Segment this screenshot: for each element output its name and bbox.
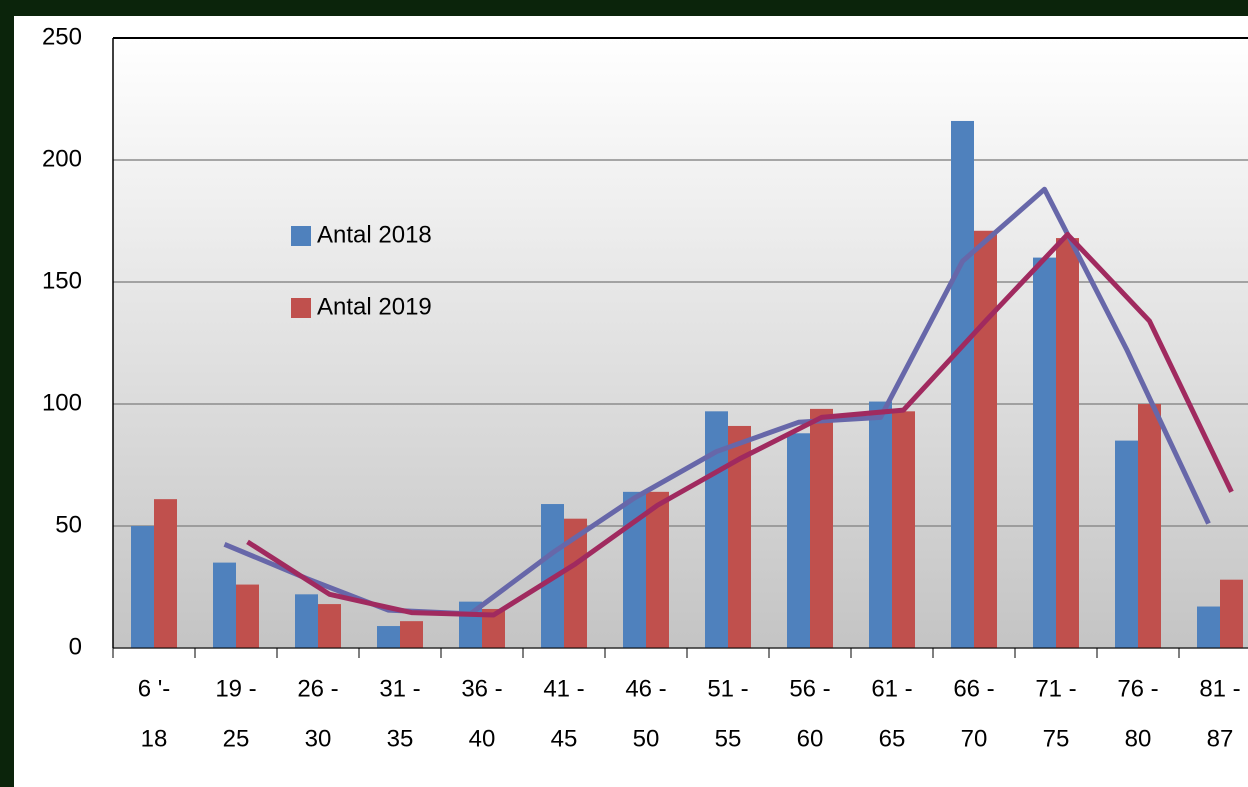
bar: [236, 584, 259, 648]
bar: [154, 499, 177, 648]
x-tick-label: 56 -: [789, 675, 830, 702]
trend-line: [223, 186, 1211, 617]
bar: [295, 594, 318, 648]
x-tick-label: 70: [961, 725, 988, 752]
x-tick-label: 71 -: [1035, 675, 1076, 702]
x-tick-label: 30: [305, 725, 332, 752]
x-tick-label: 50: [633, 725, 660, 752]
x-tick-label: 6 '-: [138, 675, 171, 702]
legend-label: Antal 2019: [317, 293, 432, 320]
bar: [623, 491, 646, 648]
bar: [564, 518, 587, 648]
frame-top: [0, 0, 1248, 16]
y-tick-label: 100: [42, 389, 82, 416]
x-tick-label: 25: [223, 725, 250, 752]
y-tick-label: 250: [42, 23, 82, 50]
x-tick-label: 19 -: [215, 675, 256, 702]
x-tick-label: 61 -: [871, 675, 912, 702]
y-tick-label: 50: [55, 511, 82, 538]
x-tick-label: 55: [715, 725, 742, 752]
frame-left: [0, 0, 14, 787]
bar: [213, 562, 236, 648]
legend-label: Antal 2018: [317, 221, 432, 248]
x-tick-label: 18: [141, 725, 168, 752]
x-tick-label: 51 -: [707, 675, 748, 702]
bar: [482, 608, 505, 648]
x-tick-label: 81 -: [1199, 675, 1240, 702]
x-tick-label: 66 -: [953, 675, 994, 702]
x-tick-label: 80: [1125, 725, 1152, 752]
bar: [400, 621, 423, 648]
bar: [377, 626, 400, 648]
bar: [1033, 257, 1056, 648]
x-tick-label: 76 -: [1117, 675, 1158, 702]
x-tick-label: 40: [469, 725, 496, 752]
bar: [892, 411, 915, 648]
x-tick-label: 46 -: [625, 675, 666, 702]
trend-line: [246, 231, 1234, 618]
x-tick-label: 75: [1043, 725, 1070, 752]
x-tick-label: 36 -: [461, 675, 502, 702]
bar: [1056, 238, 1079, 648]
y-tick-label: 0: [69, 633, 82, 660]
bar: [951, 120, 974, 648]
y-tick-label: 200: [42, 145, 82, 172]
legend-swatch: [291, 226, 311, 246]
x-tick-label: 45: [551, 725, 578, 752]
bar: [810, 408, 833, 648]
x-tick-label: 35: [387, 725, 414, 752]
x-tick-label: 87: [1207, 725, 1234, 752]
bar: [1138, 404, 1161, 648]
x-tick-label: 60: [797, 725, 824, 752]
bar: [318, 604, 341, 648]
bar: [646, 491, 669, 648]
bar: [787, 433, 810, 648]
x-tick-label: 41 -: [543, 675, 584, 702]
x-tick-label: 65: [879, 725, 906, 752]
bar: [728, 425, 751, 648]
bar: [869, 401, 892, 648]
legend-swatch: [291, 298, 311, 318]
bar: [974, 230, 997, 648]
bar: [1115, 440, 1138, 648]
bar: [131, 526, 154, 648]
bar: [1197, 606, 1220, 648]
x-tick-label: 26 -: [297, 675, 338, 702]
y-tick-label: 150: [42, 267, 82, 294]
x-tick-label: 31 -: [379, 675, 420, 702]
bar: [1220, 579, 1243, 648]
